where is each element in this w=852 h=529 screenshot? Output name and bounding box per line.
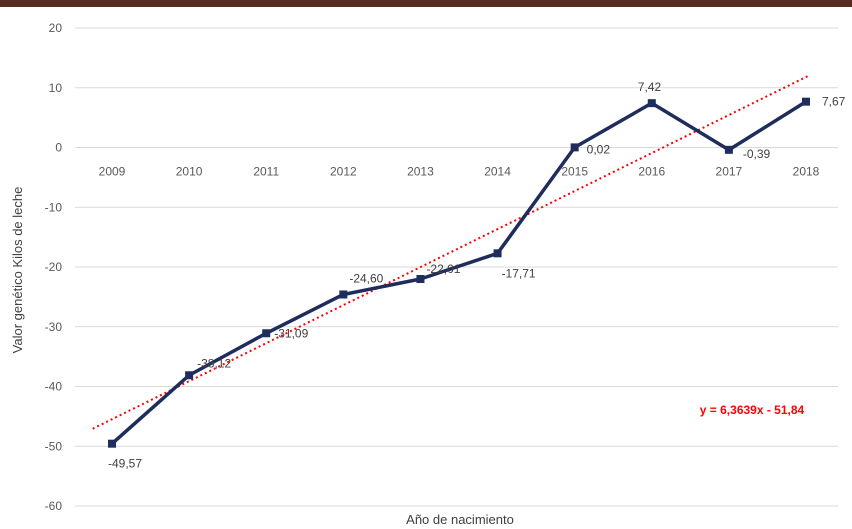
data-point-2016 [647,99,656,108]
data-point-2013 [416,275,425,284]
data-label-2015: 0,02 [587,142,611,156]
y-tick-label-3: -10 [45,200,63,214]
y-axis-title: Valor genético Kilos de leche [10,187,25,354]
data-point-2018 [802,97,810,106]
y-tick-label-7: -50 [45,439,63,453]
x-tick-label-7: 2016 [638,165,665,179]
x-tick-label-5: 2014 [484,165,511,179]
y-tick-label-8: -60 [45,499,63,513]
y-tick-label-6: -40 [45,380,63,394]
data-point-2011 [262,329,271,338]
data-point-2017 [724,145,733,154]
y-tick-labels: 20 10 0 -10 -20 -30 -40 -50 -60 [45,21,63,513]
data-point-2014 [493,249,502,258]
data-point-2012 [339,290,348,299]
x-tick-label-4: 2013 [407,165,434,179]
y-tick-label-4: -20 [45,260,63,274]
data-label-2017: -0,39 [743,147,771,161]
y-tick-label-2: 0 [55,141,62,155]
x-tick-label-9: 2018 [793,165,820,179]
trendline-layer [92,74,811,430]
data-point-2010 [185,371,194,380]
series-layer [108,97,810,448]
x-tick-labels: 2009 2010 2011 2012 2013 2014 2015 2016 2017 2018 [99,165,820,179]
x-tick-label-8: 2017 [716,165,743,179]
y-tick-label-0: 20 [49,21,63,35]
data-label-2018: 7,67 [822,95,846,109]
y-tick-label-5: -30 [45,320,63,334]
x-tick-label-1: 2010 [176,165,203,179]
x-tick-label-6: 2015 [561,165,588,179]
data-label-2012: -24,60 [349,271,383,285]
series-line [110,100,807,445]
top-border-bar [0,0,852,7]
data-point-2009 [108,439,116,448]
x-axis-title: Año de nacimiento [406,512,514,527]
data-label-2013: -22,01 [426,262,460,276]
x-tick-label-0: 2009 [99,165,126,179]
x-tick-label-2: 2011 [253,165,279,179]
y-tick-label-1: 10 [49,81,63,95]
trendline [92,74,811,430]
data-label-2016: 7,42 [638,80,662,94]
data-labels: -49,57 -38,12 -31,09 -24,60 -22,01 -17,71 0,02… [108,80,846,471]
data-label-2014: -17,71 [502,266,536,280]
data-point-2015 [570,143,579,152]
data-label-2010: -38,12 [197,356,231,370]
trendline-equation: y = 6,3639x - 51,84 [700,403,805,417]
data-label-2009: -49,57 [108,457,142,471]
gridlines [75,27,838,507]
x-tick-label-3: 2012 [330,165,357,179]
data-label-2011: -31,09 [274,326,308,340]
